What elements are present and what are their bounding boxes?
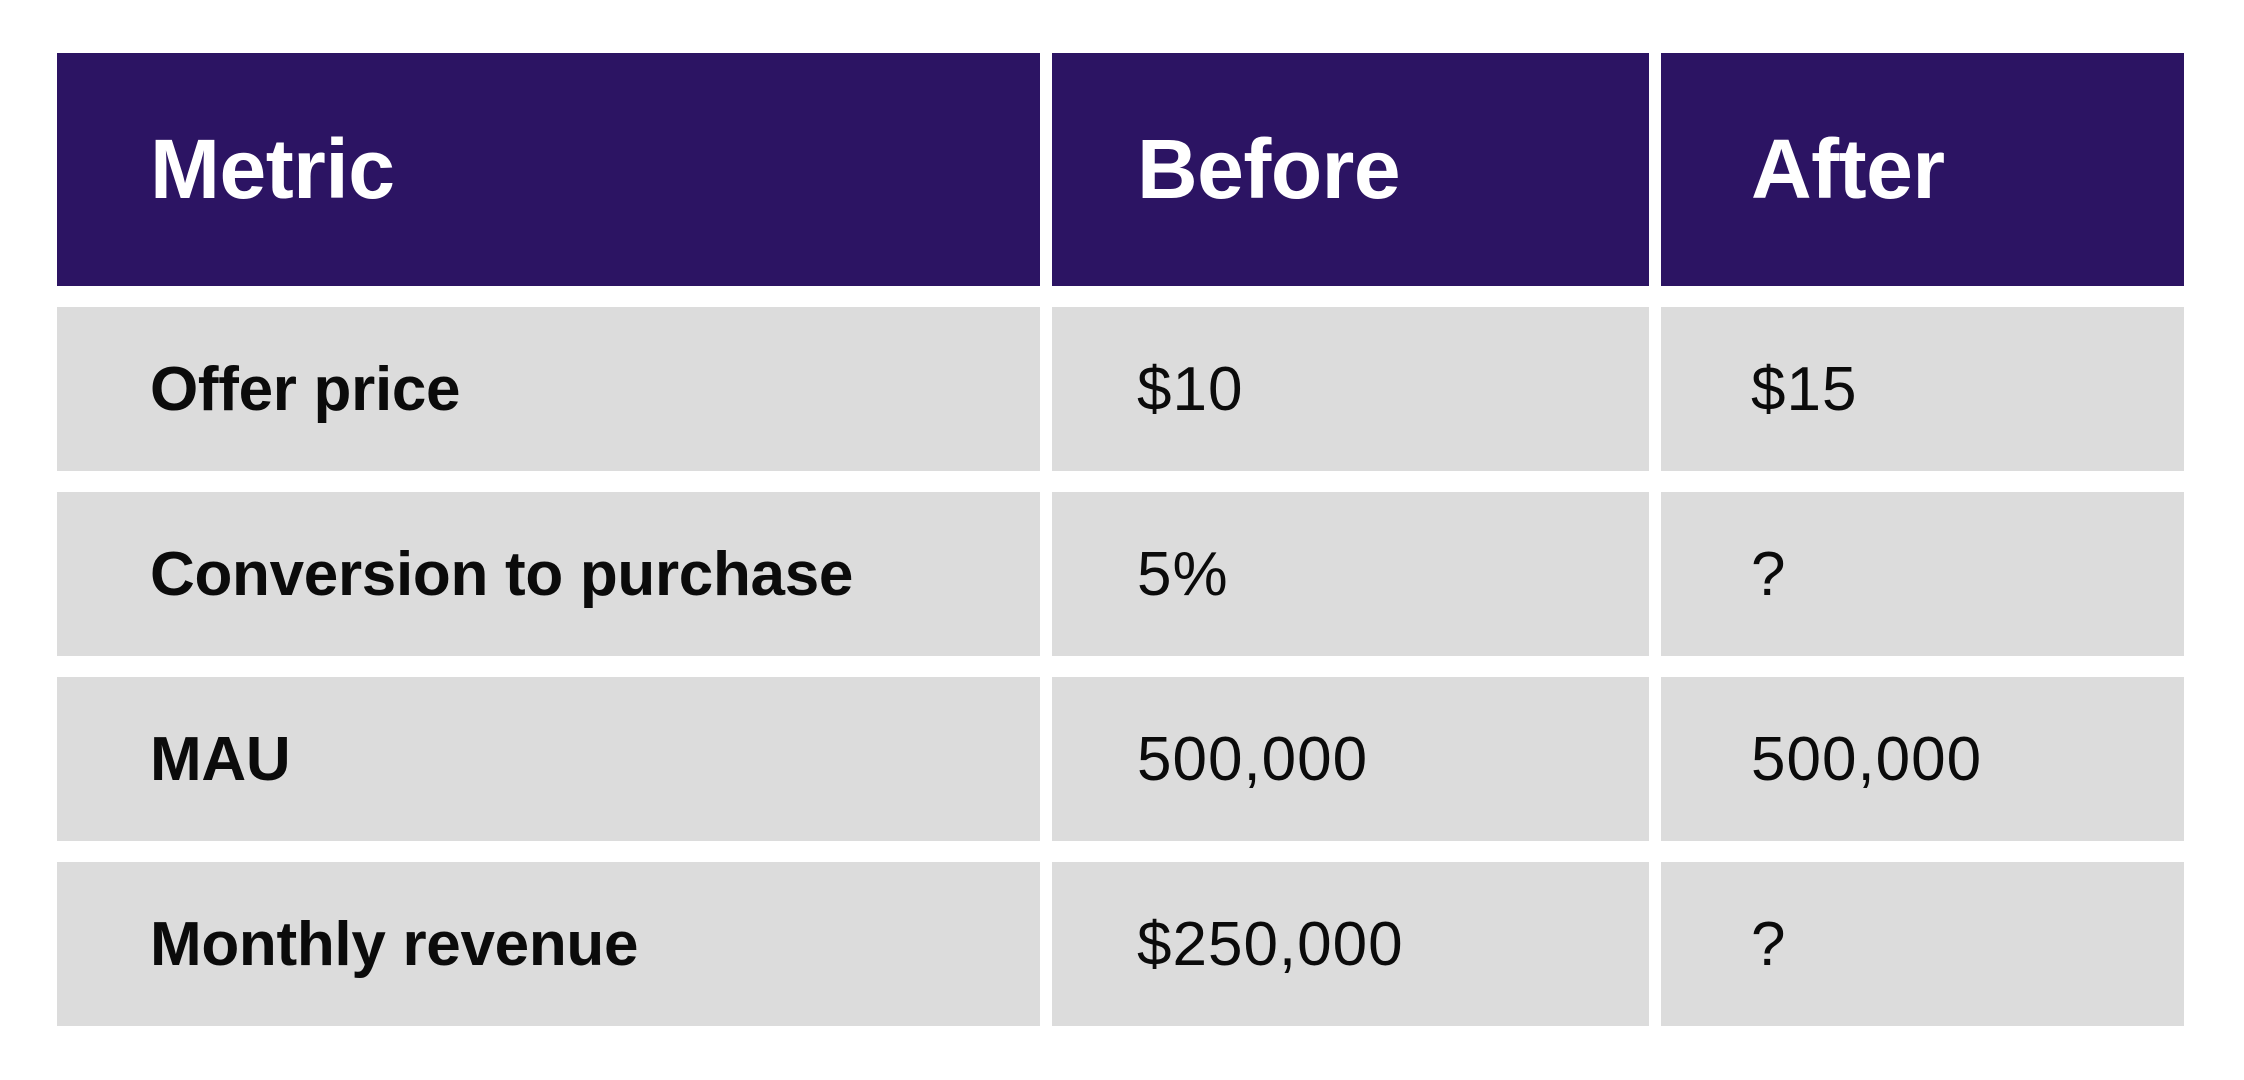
row-mau-after: 500,000 <box>1661 677 2184 841</box>
row-offer-price-after: $15 <box>1661 307 2184 471</box>
comparison-table: Metric Before After Offer price $10 $15 … <box>57 53 2184 1026</box>
row-monthly-revenue-after: ? <box>1661 862 2184 1026</box>
row-conversion-after: ? <box>1661 492 2184 656</box>
row-conversion-metric: Conversion to purchase <box>57 492 1040 656</box>
row-offer-price-metric: Offer price <box>57 307 1040 471</box>
row-mau-before: 500,000 <box>1052 677 1649 841</box>
header-metric: Metric <box>57 53 1040 286</box>
row-mau-metric: MAU <box>57 677 1040 841</box>
row-conversion-before: 5% <box>1052 492 1649 656</box>
header-before: Before <box>1052 53 1649 286</box>
row-monthly-revenue-metric: Monthly revenue <box>57 862 1040 1026</box>
row-offer-price-before: $10 <box>1052 307 1649 471</box>
header-after: After <box>1661 53 2184 286</box>
row-monthly-revenue-before: $250,000 <box>1052 862 1649 1026</box>
